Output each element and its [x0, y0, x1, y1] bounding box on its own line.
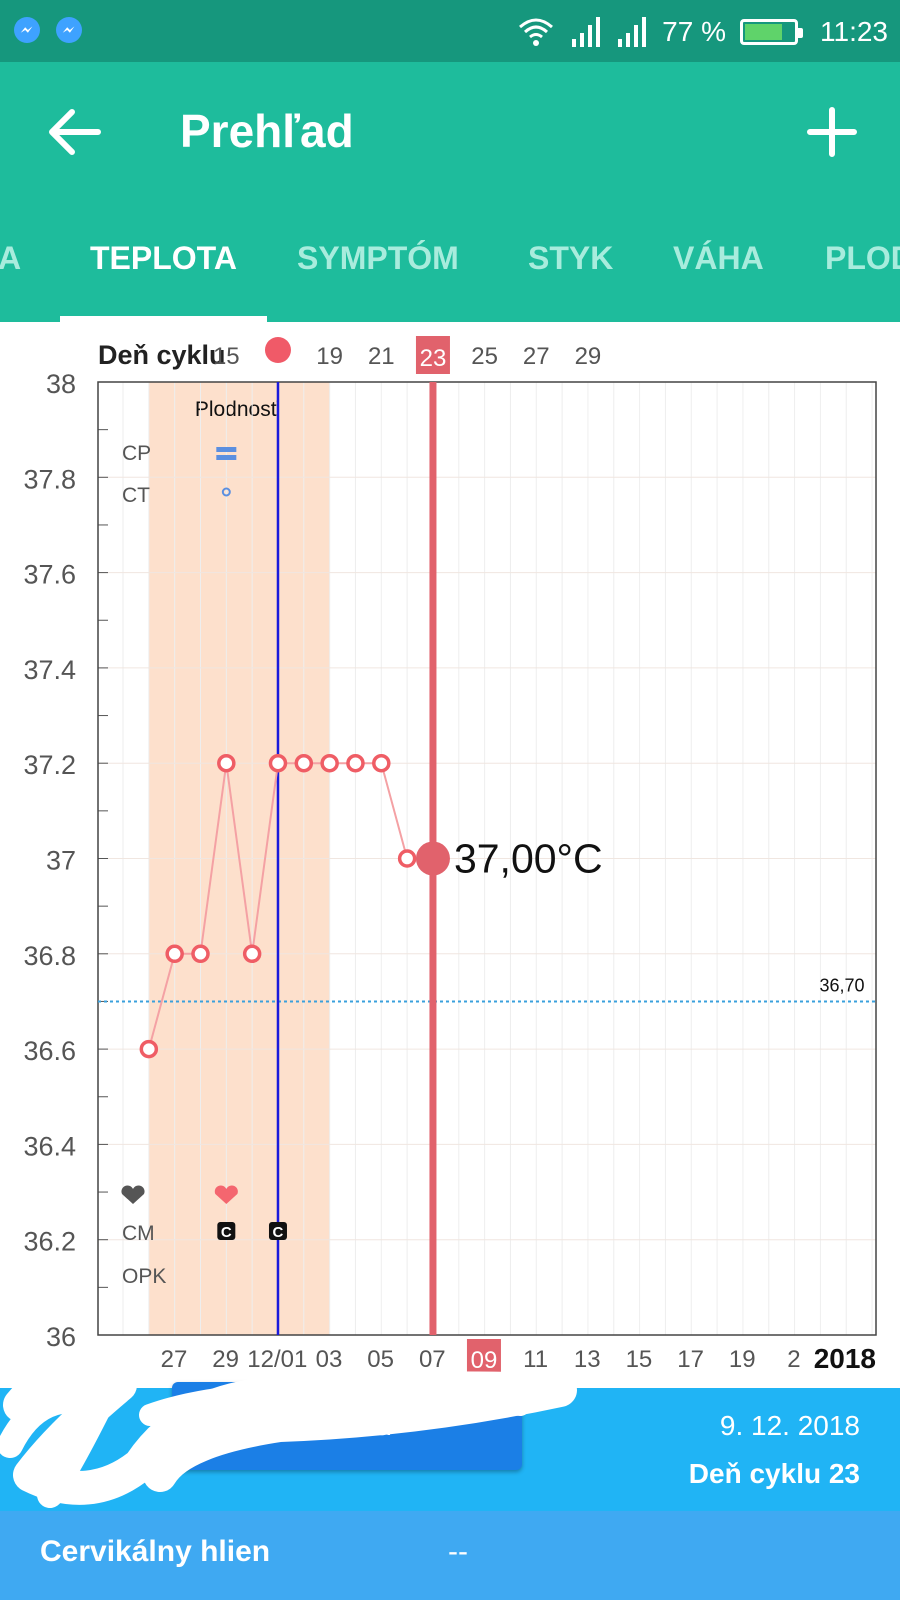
arrow-left-icon[interactable]	[44, 104, 104, 160]
messenger-icon	[56, 17, 82, 43]
cm-marker-icon	[268, 1222, 287, 1240]
y-tick-label: 36.2	[23, 1227, 76, 1257]
ovulation-marker-icon	[264, 337, 291, 363]
selected-cycle-day-badge	[415, 336, 450, 374]
bottom-tick-label: 15	[626, 1346, 653, 1373]
y-tick-label: 36	[46, 1322, 76, 1352]
data-point	[294, 753, 314, 773]
top-tick-label: 23	[420, 345, 447, 372]
selected-data-point	[415, 841, 450, 876]
row-label: CT	[122, 484, 150, 507]
action-button-label: urobilu	[301, 1409, 393, 1442]
y-tick-label: 37.4	[23, 655, 76, 685]
app-bar: Prehľad	[0, 62, 900, 202]
detail-value: --	[448, 1535, 468, 1568]
temperature-chart[interactable]: Plodnosť 38 37.8 37.6 37.4 37.2 37 36.8 36.6 36.4…	[0, 322, 900, 1388]
tab-indicator	[60, 316, 267, 322]
plot-frame	[97, 381, 877, 1336]
y-tick-label: 38	[46, 369, 76, 399]
row-label: CM	[122, 1222, 155, 1245]
cp-marker-icon	[216, 455, 237, 460]
cp-marker-icon	[216, 447, 237, 452]
top-tick-label: 19	[316, 343, 343, 370]
top-tick-label: 21	[368, 343, 395, 370]
tab-styk[interactable]: STYK	[528, 240, 614, 276]
heart-icon	[214, 1185, 238, 1204]
detail-label: Cervikálny hlien	[40, 1535, 271, 1568]
selected-cycle-day: Deň cyklu 23	[688, 1458, 860, 1489]
y-tick-label: 37.6	[23, 560, 76, 590]
data-point	[320, 753, 339, 773]
tab-symptom[interactable]: SYMPTÓM	[297, 240, 459, 276]
heart-legend-icon	[121, 1185, 145, 1204]
tab-partial[interactable]: A	[0, 240, 22, 276]
detail-row[interactable]: Cervikálny hlien --	[0, 1511, 900, 1600]
year-label: 2018	[814, 1343, 876, 1374]
data-point	[139, 1039, 159, 1059]
signal-icon	[618, 17, 647, 47]
tab-teplota[interactable]: TEPLOTA	[90, 240, 237, 276]
plus-icon[interactable]	[804, 104, 860, 160]
data-point	[397, 849, 417, 868]
bottom-tick-label: 12/01	[247, 1346, 307, 1373]
y-tick-label: 37.2	[23, 750, 76, 780]
row-label: OPK	[122, 1265, 166, 1288]
data-point	[268, 753, 288, 773]
top-tick-label: 29	[575, 343, 602, 370]
bottom-tick-label: 2	[787, 1346, 800, 1373]
y-tick-label: 37	[46, 846, 76, 876]
y-tick-label: 36.4	[23, 1131, 76, 1161]
bottom-tick-label: 05	[367, 1346, 394, 1373]
battery-icon	[740, 19, 803, 45]
bottom-tick-label: 09	[471, 1347, 498, 1374]
tab-vaha[interactable]: VÁHA	[673, 240, 764, 276]
bottom-tick-label: 13	[574, 1346, 601, 1373]
bottom-tick-label: 11	[523, 1346, 548, 1373]
bottom-tick-label: 07	[419, 1346, 446, 1373]
clock: 11:23	[820, 16, 888, 47]
top-tick-label: 25	[471, 343, 498, 370]
bottom-tick-label: 17	[677, 1346, 704, 1373]
y-tick-label: 37.8	[23, 464, 76, 494]
cm-marker-label: C	[221, 1224, 232, 1241]
cm-marker-label: C	[273, 1224, 284, 1241]
row-label: CP	[122, 442, 151, 465]
top-tick-label: 15	[213, 343, 240, 370]
messenger-icon	[14, 17, 40, 43]
bottom-tick-label: 29	[212, 1346, 239, 1373]
data-point	[165, 944, 184, 964]
data-point	[372, 753, 391, 773]
tab-bar: A TEPLOTA SYMPTÓM STYK VÁHA PLOD	[0, 202, 900, 322]
selected-day-panel: urobilu 9. 12. 2018 Deň cyklu 23	[0, 1382, 900, 1511]
fertile-window-label: Plodnosť	[195, 398, 280, 421]
y-tick-label: 36.6	[23, 1036, 76, 1066]
data-point	[242, 944, 262, 964]
page-title: Prehľad	[180, 105, 354, 157]
signal-icon	[572, 17, 601, 47]
coverline-label: 36,70	[819, 975, 864, 995]
bottom-tick-label: 03	[316, 1346, 343, 1373]
action-button[interactable]: urobilu	[172, 1382, 522, 1470]
selected-date: 9. 12. 2018	[719, 1410, 860, 1441]
y-tick-label: 36.8	[23, 941, 76, 971]
chart-svg[interactable]: Plodnosť 38 37.8 37.6 37.4 37.2 37 36.8 36.6 36.4…	[0, 322, 900, 1388]
ct-marker-icon	[221, 487, 231, 497]
battery-percent: 77 %	[662, 16, 726, 47]
selected-value-label: 37,00°C	[454, 836, 603, 882]
tab-plodnost[interactable]: PLOD	[825, 240, 900, 276]
top-tick-label: 27	[523, 343, 550, 370]
bottom-tick-label: 27	[161, 1346, 188, 1373]
wifi-icon	[519, 18, 554, 46]
status-bar: 77 % 11:23	[0, 0, 900, 62]
data-point	[191, 944, 210, 964]
bottom-tick-label: 19	[729, 1346, 756, 1373]
cm-marker-icon	[217, 1222, 236, 1240]
data-point	[217, 753, 236, 773]
top-axis-label: Deň cyklu	[98, 340, 226, 370]
data-point	[346, 753, 365, 773]
